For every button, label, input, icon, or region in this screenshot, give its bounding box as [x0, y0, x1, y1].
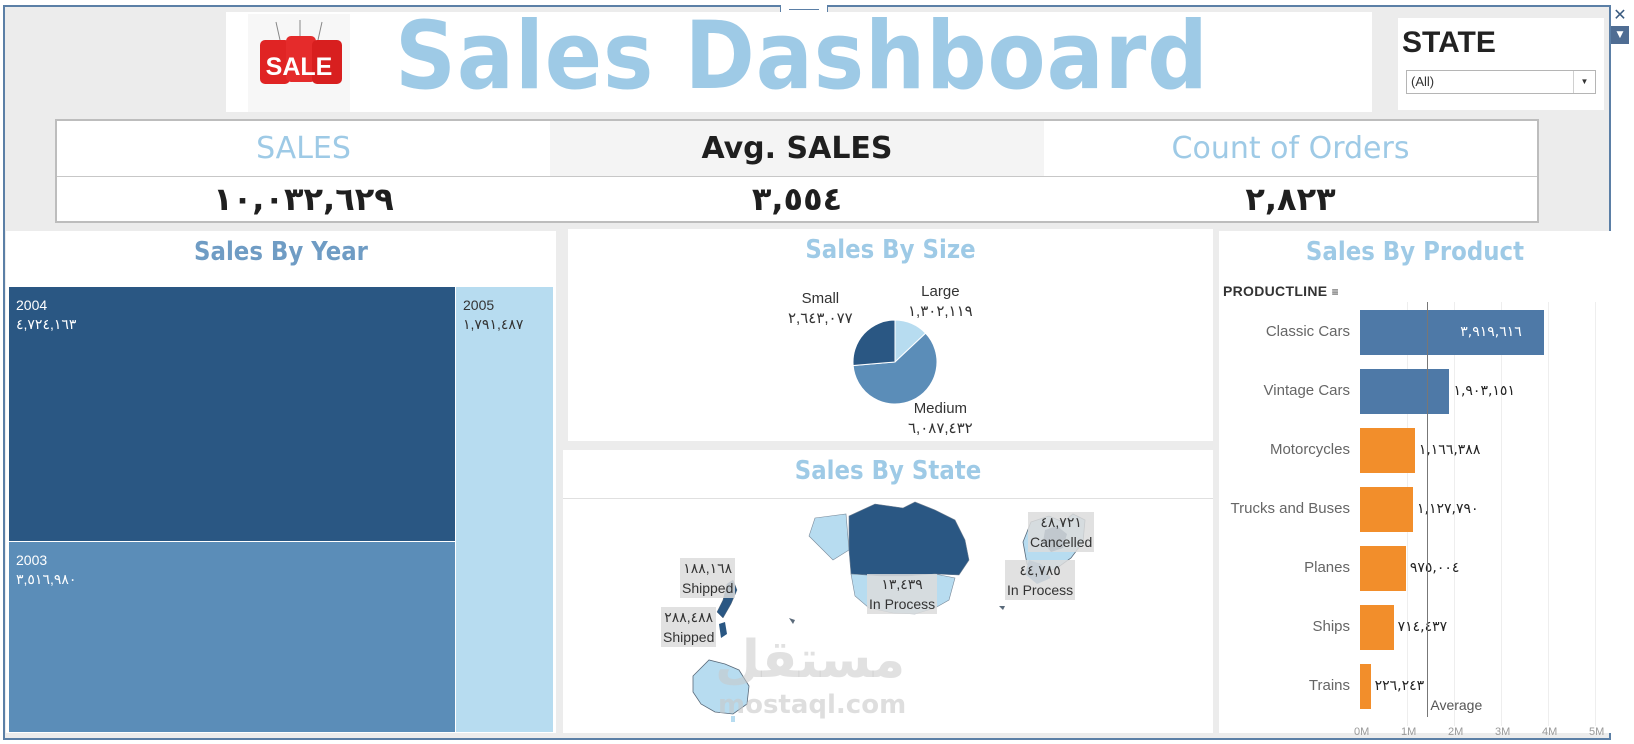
state-select[interactable]: (All) ▼: [1406, 70, 1596, 94]
gridline: [1501, 302, 1502, 726]
sales-by-size-title: Sales By Size: [805, 235, 976, 265]
kpi-sales: SALES ١٠,٠٣٢,٦٢٩: [57, 121, 550, 221]
sale-tag-icon: SALE: [260, 20, 342, 84]
sales-by-state-panel: Sales By State ١٨٨,١٦٨ Shipped ٢٨٨,٤٨٨ Shi…: [563, 450, 1213, 733]
product-label: Classic Cars: [1265, 323, 1350, 340]
treemap-cell-2005[interactable]: 2005 ١,٧٩١,٤٨٧: [456, 287, 553, 732]
product-value-label: ٧١٤,٤٣٧: [1397, 619, 1448, 635]
sales-by-state-title: Sales By State: [794, 456, 982, 486]
chevron-down-icon[interactable]: ▼: [1573, 71, 1595, 93]
product-value-label: ٣,٩١٩,٦١٦: [1460, 324, 1522, 340]
treemap-year: 2003: [16, 552, 48, 568]
axis-tick-label: 2M: [1448, 726, 1464, 738]
size-pie-chart[interactable]: [850, 317, 940, 407]
menu-dropdown-icon[interactable]: ▼: [1611, 26, 1629, 44]
pie-label-large: Large ١,٣٠٢,١١٩: [908, 283, 973, 320]
kpi-avg-sales-value: ٣,٥٥٤: [751, 180, 843, 218]
average-line: [1427, 302, 1429, 717]
product-bar[interactable]: [1360, 487, 1413, 532]
kpi-row: SALES ١٠,٠٣٢,٦٢٩ Avg. SALES ٣,٥٥٤ Count …: [55, 119, 1539, 223]
product-value-label: ١,١٦٦,٣٨٨: [1418, 442, 1481, 458]
treemap-value: ٤,٧٢٤,١٦٣: [16, 316, 77, 332]
treemap-value: ١,٧٩١,٤٨٧: [463, 316, 524, 332]
product-value-label: ٩٧٥,٠٠٤: [1409, 560, 1460, 576]
productline-header[interactable]: PRODUCTLINE ≡: [1223, 283, 1339, 299]
sales-by-year-title: Sales By Year: [194, 237, 368, 267]
gridline: [1548, 302, 1549, 726]
treemap-cell-2003[interactable]: 2003 ٣,٥١٦,٩٨٠: [9, 542, 455, 732]
product-bar[interactable]: [1360, 369, 1450, 414]
product-bar[interactable]: [1360, 605, 1394, 650]
kpi-count-orders-label: Count of Orders: [1044, 121, 1537, 177]
product-label: Trucks and Buses: [1230, 500, 1351, 517]
page-title: Sales Dashboard: [395, 2, 1209, 111]
gridline: [1595, 302, 1596, 726]
close-icon[interactable]: ✕: [1613, 5, 1627, 24]
product-label: Vintage Cars: [1263, 382, 1350, 399]
pie-slice-medium[interactable]: [852, 332, 938, 405]
map-tag-japan[interactable]: ١٨٨,١٦٨ Shipped: [680, 558, 736, 598]
axis-tick-label: 5M: [1589, 726, 1605, 738]
product-bar[interactable]: [1360, 428, 1415, 473]
treemap-year: 2004: [16, 297, 48, 313]
watermark-url: mostaql.com: [718, 690, 907, 720]
product-bar[interactable]: [1360, 310, 1545, 355]
axis-tick-label: 1M: [1401, 726, 1417, 738]
divider: [563, 498, 1213, 499]
gridline: [1454, 302, 1455, 726]
map-tag-usa[interactable]: ١٣,٤٣٩ In Process: [867, 574, 938, 614]
product-value-label: ١,٩٠٣,١٥١: [1453, 383, 1515, 399]
product-bar[interactable]: [1360, 664, 1371, 709]
treemap-value: ٣,٥١٦,٩٨٠: [16, 571, 77, 587]
state-filter: STATE (All) ▼: [1398, 18, 1604, 110]
map-tag-europe-inprocess[interactable]: ٤٤,٧٨٥ In Process: [1005, 560, 1076, 600]
kpi-count-orders: Count of Orders ٢,٨٢٣: [1044, 121, 1537, 221]
state-select-value: (All): [1411, 74, 1435, 89]
product-label: Motorcycles: [1269, 441, 1350, 458]
map-tag-australia[interactable]: ٢٨٨,٤٨٨ Shipped: [661, 607, 717, 647]
kpi-sales-label: SALES: [57, 121, 550, 177]
kpi-avg-sales: Avg. SALES ٣,٥٥٤: [550, 121, 1044, 221]
pie-slice-small[interactable]: [852, 319, 896, 367]
product-label: Ships: [1312, 618, 1350, 635]
kpi-sales-value: ١٠,٠٣٢,٦٢٩: [213, 180, 394, 218]
sales-by-product-panel: Sales By Product: [1219, 231, 1611, 733]
sort-icon[interactable]: ≡: [1331, 285, 1339, 299]
axis-tick-label: 0M: [1354, 726, 1370, 738]
axis-tick-label: 3M: [1495, 726, 1511, 738]
treemap-cell-2004[interactable]: 2004 ٤,٧٢٤,١٦٣: [9, 287, 455, 541]
product-label: Trains: [1308, 677, 1350, 694]
map-tag-europe-cancelled[interactable]: ٤٨,٧٢١ Cancelled: [1028, 512, 1095, 552]
sales-by-product-title: Sales By Product: [1305, 237, 1525, 267]
productline-header-label: PRODUCTLINE: [1223, 283, 1328, 299]
treemap-year: 2005: [463, 297, 495, 313]
average-label: Average: [1430, 697, 1483, 713]
kpi-avg-sales-label: Avg. SALES: [550, 121, 1044, 177]
svg-text:SALE: SALE: [266, 53, 333, 81]
sales-by-size-panel: Sales By Size Small ٢,٦٤٣,٠٧٧ Large ١,٣٠…: [568, 229, 1213, 441]
product-value-label: ١,١٢٧,٧٩٠: [1417, 501, 1479, 517]
product-bar[interactable]: [1360, 546, 1406, 591]
pie-label-medium: Medium ٦,٠٨٧,٤٣٢: [908, 400, 973, 437]
kpi-count-orders-value: ٢,٨٢٣: [1245, 180, 1336, 218]
header-banner: [226, 12, 1372, 112]
axis-tick-label: 4M: [1542, 726, 1558, 738]
watermark-logo: مستقل: [715, 630, 906, 690]
state-filter-label: STATE: [1402, 26, 1496, 59]
product-value-label: ٢٢٦,٢٤٣: [1374, 678, 1425, 694]
sale-logo: SALE: [248, 14, 350, 112]
pie-label-small: Small ٢,٦٤٣,٠٧٧: [788, 290, 853, 327]
sales-by-year-panel: Sales By Year 2004 ٤,٧٢٤,١٦٣ 2003 ٣,٥١٦,…: [6, 231, 556, 733]
product-label: Planes: [1304, 559, 1350, 576]
